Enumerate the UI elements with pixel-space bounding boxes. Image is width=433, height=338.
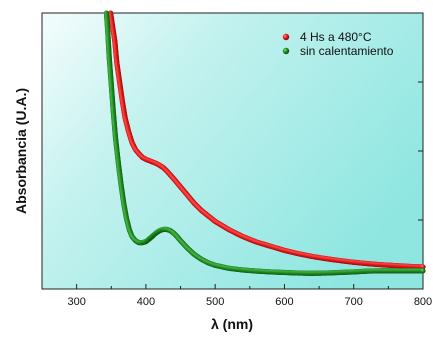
- x-axis-label: λ (nm): [211, 316, 253, 332]
- x-axis: 300 400 500 600 700 800: [67, 284, 432, 308]
- series-1: [107, 10, 426, 270]
- x-tick-label-2: 500: [206, 296, 224, 308]
- legend-marker-series-2: [282, 47, 290, 55]
- series-2-point: [420, 268, 426, 274]
- series-2: [103, 10, 426, 276]
- y-axis-label: Absorbancia (U.A.): [13, 88, 29, 214]
- x-tick-label-1: 400: [137, 296, 155, 308]
- legend: 4 Hs a 480°C sin calentamiento: [282, 30, 394, 58]
- series-layer: [103, 10, 426, 276]
- plot-area: [41, 12, 424, 290]
- x-tick-label-5: 800: [414, 296, 432, 308]
- x-tick-label-4: 700: [345, 296, 363, 308]
- x-tick-label-3: 600: [275, 296, 293, 308]
- x-tick-label-0: 300: [67, 296, 85, 308]
- legend-label-series-1: 4 Hs a 480°C: [300, 30, 372, 44]
- legend-label-series-2: sin calentamiento: [300, 44, 394, 58]
- y-axis: [418, 81, 423, 221]
- legend-marker-series-1: [282, 33, 290, 41]
